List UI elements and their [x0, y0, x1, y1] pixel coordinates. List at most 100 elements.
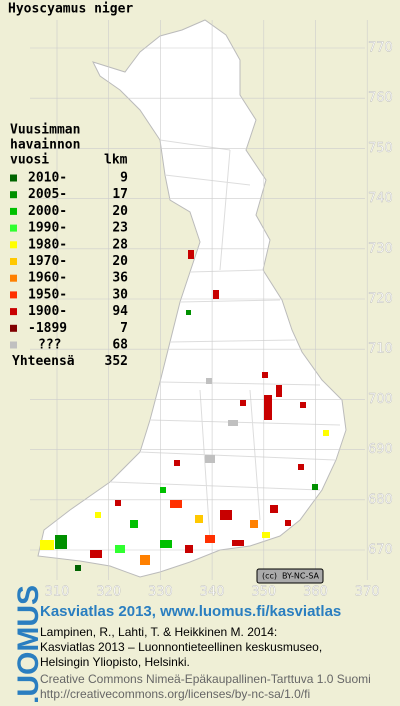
square: [90, 550, 102, 558]
y-grid-label: 730: [368, 241, 393, 256]
y-grid-label: 750: [368, 141, 393, 156]
legend-count: 68: [112, 338, 128, 353]
footer: Lampinen, R., Lahti, T. & Heikkinen M. 2…: [40, 625, 371, 701]
y-grid-label: 770: [368, 41, 393, 56]
square: [312, 484, 318, 490]
square: [160, 487, 166, 493]
legend-label: 1960-: [28, 271, 67, 286]
x-grid-label: 330: [148, 585, 173, 600]
y-grid-label: 690: [368, 442, 393, 457]
legend-swatch: [10, 191, 17, 199]
square: [205, 455, 215, 463]
total-label: Yhteensä: [12, 354, 75, 369]
square: [115, 500, 121, 506]
legend-heading: havainnon: [10, 138, 80, 153]
license-line: Creative Commons Nimeä-Epäkaupallinen-Ta…: [40, 672, 371, 686]
x-grid-label: 360: [303, 585, 328, 600]
legend-swatch: [10, 207, 17, 215]
legend-label: 1970-: [28, 254, 67, 269]
square: [232, 540, 244, 546]
legend-swatch: [10, 291, 17, 299]
license-line: http://creativecommons.org/licenses/by-n…: [40, 687, 310, 701]
square: [213, 290, 219, 299]
square: [270, 505, 278, 513]
observation-squares: [40, 250, 329, 571]
legend-label: 1980-: [28, 237, 67, 252]
legend-heading: vuosi: [10, 153, 49, 168]
square: [298, 464, 304, 470]
legend-swatch: [10, 174, 17, 182]
legend-label: 2010-: [28, 171, 67, 186]
square: [220, 510, 232, 520]
x-grid-label: 320: [96, 585, 121, 600]
square: [75, 565, 81, 571]
brand: LUOMUS: [12, 585, 45, 702]
citation-line: Kasviatlas 2013 – Luonnontieteellinen ke…: [40, 640, 322, 654]
cc-text: BY-NC-SA: [282, 572, 320, 581]
y-grid-label: 760: [368, 91, 393, 106]
square: [160, 540, 172, 548]
square: [40, 540, 54, 550]
square: [250, 520, 258, 528]
legend-heading: Vuusimman: [10, 123, 80, 138]
square: [130, 520, 138, 528]
legend-count: 23: [112, 221, 128, 236]
square: [262, 372, 268, 378]
square: [55, 535, 67, 549]
finland-outline: [37, 19, 347, 578]
y-grid-label: 680: [368, 492, 393, 507]
legend-count: 28: [112, 237, 128, 252]
citation-line: Lampinen, R., Lahti, T. & Heikkinen M. 2…: [40, 625, 277, 639]
legend-label: 1900-: [28, 304, 67, 319]
legend-label: 1990-: [28, 221, 67, 236]
square: [300, 402, 306, 408]
legend-count: 20: [112, 254, 128, 269]
legend-count: 30: [112, 287, 128, 302]
legend-swatch: [10, 324, 17, 332]
y-grid-label: 700: [368, 392, 393, 407]
y-grid-label: 710: [368, 342, 393, 357]
cc-badge: (cc) BY-NC-SA: [256, 568, 324, 584]
badge-box: [256, 568, 324, 584]
legend-label: ???: [38, 338, 61, 353]
legend-count-header: lkm: [104, 153, 128, 168]
legend-label: -1899: [28, 321, 67, 336]
legend-swatch: [10, 258, 17, 265]
square: [285, 520, 291, 526]
x-grid-label: 310: [45, 585, 70, 600]
square: [174, 460, 180, 466]
legend-label: 2000-: [28, 204, 67, 219]
legend-count: 36: [112, 271, 128, 286]
legend-count: 17: [112, 187, 128, 202]
legend-count: 94: [112, 304, 128, 319]
title: Hyoscyamus niger: [8, 2, 133, 17]
square: [195, 515, 203, 523]
legend-swatch: [10, 274, 17, 282]
square: [323, 430, 329, 436]
legend-label: 1950-: [28, 287, 67, 302]
y-grid-label: 670: [368, 543, 393, 558]
grid: 310 320 330 340 350 360 3707707607507407307207…: [30, 20, 393, 600]
legend-count: 7: [120, 321, 128, 336]
x-grid-label: 350: [251, 585, 276, 600]
square: [264, 395, 272, 420]
legend-swatch: [10, 224, 17, 232]
square: [95, 512, 101, 518]
square: [140, 555, 150, 565]
square: [276, 385, 282, 397]
square: [188, 250, 194, 259]
square: [115, 545, 125, 553]
footer-link[interactable]: Kasviatlas 2013, www.luomus.fi/kasviatla…: [40, 603, 341, 620]
square: [262, 532, 270, 538]
legend-swatch: [10, 241, 17, 249]
square: [205, 535, 215, 543]
legend-label: 2005-: [28, 187, 67, 202]
x-grid-label: 370: [355, 585, 380, 600]
square: [240, 400, 246, 406]
square: [228, 420, 238, 426]
cc-mark: (cc): [262, 572, 277, 581]
square: [170, 500, 182, 508]
y-grid-label: 720: [368, 292, 393, 307]
legend-count: 9: [120, 171, 128, 186]
